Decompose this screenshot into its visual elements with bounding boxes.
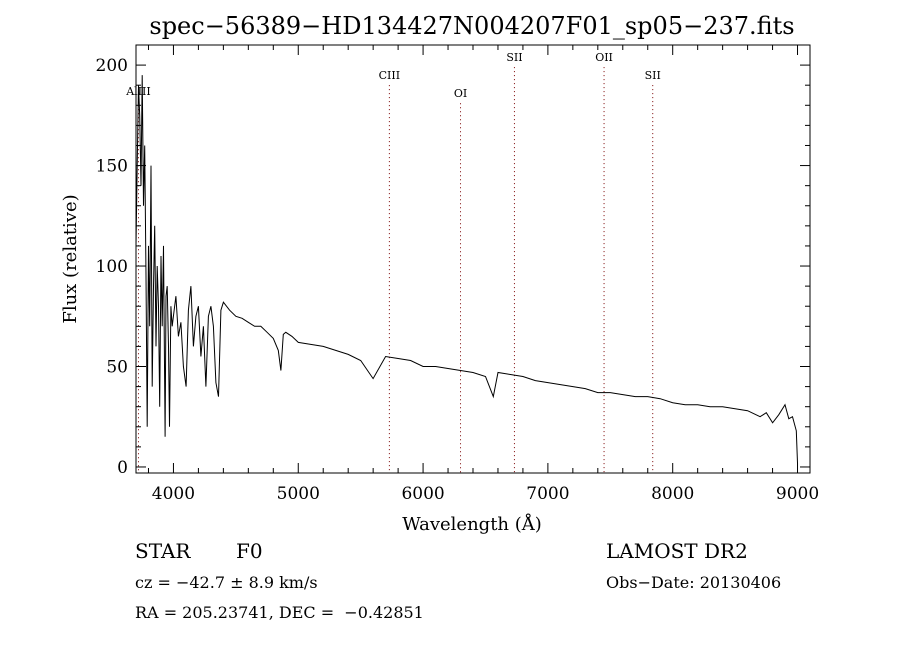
subclass: F0 — [236, 539, 263, 563]
sky-coordinates: RA = 205.23741, DEC = −0.42851 — [135, 603, 424, 622]
x-tick-label: 5000 — [277, 484, 320, 504]
plot-frame — [135, 44, 811, 474]
y-tick-label: 0 — [117, 458, 128, 478]
line-marker-label: CIII — [379, 69, 400, 82]
x-axis-label: Wavelength (Å) — [402, 513, 542, 535]
line-marker-label: OII — [595, 51, 613, 64]
survey-name: LAMOST DR2 — [606, 539, 748, 563]
y-tick-label: 100 — [96, 257, 128, 277]
chart-title: spec−56389−HD134427N004207F01_sp05−237.f… — [149, 12, 794, 40]
x-tick-label: 7000 — [526, 484, 569, 504]
y-axis-label: Flux (relative) — [60, 194, 81, 323]
redshift-velocity: cz = −42.7 ± 8.9 km/s — [135, 573, 318, 592]
line-marker-label: OI — [454, 87, 467, 100]
line-marker-label: SII — [506, 51, 522, 64]
x-tick-label: 9000 — [776, 484, 819, 504]
y-tick-label: 150 — [96, 157, 128, 177]
object-class: STAR — [135, 539, 191, 563]
y-tick-label: 200 — [96, 56, 128, 76]
x-tick-label: 4000 — [152, 484, 195, 504]
spectrum-line — [135, 75, 798, 464]
line-marker-label: SII — [645, 69, 661, 82]
x-tick-label: 6000 — [401, 484, 444, 504]
x-tick-label: 8000 — [651, 484, 694, 504]
y-tick-label: 50 — [106, 358, 128, 378]
observation-date: Obs−Date: 20130406 — [606, 573, 782, 592]
